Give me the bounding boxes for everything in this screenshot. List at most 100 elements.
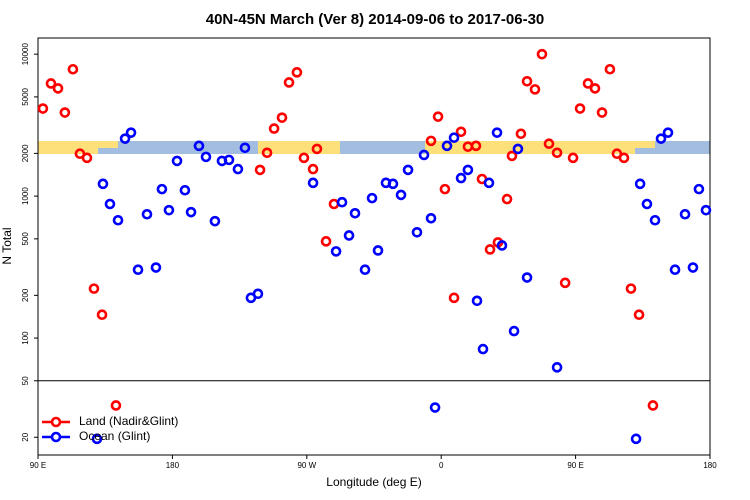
- point: [96, 309, 108, 321]
- point: [91, 433, 103, 445]
- point: [349, 207, 361, 219]
- point: [425, 212, 437, 224]
- point: [239, 142, 251, 154]
- point: [141, 208, 153, 220]
- point: [432, 111, 444, 122]
- point: [521, 75, 533, 87]
- point: [649, 214, 661, 226]
- y-tick-label: 50: [21, 376, 30, 385]
- point: [291, 67, 303, 78]
- point: [455, 172, 467, 184]
- point: [387, 178, 399, 190]
- chart-title: 40N-45N March (Ver 8) 2014-09-06 to 2017…: [206, 11, 545, 28]
- y-tick-label: 1000: [21, 187, 30, 205]
- point: [687, 262, 699, 273]
- point: [311, 143, 323, 155]
- point: [439, 183, 451, 195]
- point: [574, 103, 586, 114]
- point: [81, 152, 93, 164]
- point: [45, 78, 57, 89]
- point: [589, 83, 601, 94]
- point: [307, 177, 319, 189]
- point: [150, 262, 162, 273]
- point: [543, 138, 555, 150]
- point: [88, 283, 100, 294]
- point: [372, 245, 384, 256]
- point: [209, 215, 221, 227]
- point: [283, 77, 295, 88]
- y-tick-label: 200: [21, 288, 30, 302]
- point: [700, 204, 712, 216]
- legend-label: Land (Nadir&Glint): [79, 414, 178, 428]
- point: [641, 198, 653, 210]
- point: [662, 127, 674, 138]
- point: [112, 214, 124, 226]
- point: [462, 164, 474, 176]
- point: [521, 272, 533, 283]
- point: [647, 400, 659, 411]
- y-tick-label: 100: [21, 331, 30, 345]
- legend-marker: [50, 416, 62, 428]
- point: [171, 155, 183, 167]
- point: [104, 198, 116, 210]
- x-tick-label: 90 E: [30, 461, 46, 470]
- point: [551, 147, 563, 159]
- point: [425, 135, 437, 147]
- point: [529, 84, 541, 95]
- point: [366, 192, 378, 204]
- point: [470, 140, 482, 152]
- land-strip: [98, 141, 118, 148]
- point: [163, 204, 175, 216]
- point: [252, 288, 264, 300]
- point: [97, 178, 109, 190]
- x-tick-label: 180: [166, 461, 180, 470]
- legend-marker: [50, 431, 62, 443]
- point: [402, 164, 414, 176]
- point: [551, 362, 563, 373]
- point: [669, 264, 681, 276]
- point: [630, 433, 642, 445]
- point: [395, 189, 407, 201]
- point: [448, 132, 460, 143]
- plot-frame: [37, 37, 711, 456]
- point: [455, 126, 467, 138]
- point: [52, 83, 64, 94]
- point: [328, 198, 340, 210]
- point: [515, 128, 527, 140]
- x-tick-label: 0: [439, 461, 444, 470]
- point: [418, 149, 430, 161]
- point: [634, 178, 646, 190]
- land-ocean-strip: [38, 141, 710, 154]
- point: [604, 63, 616, 75]
- point: [223, 154, 235, 166]
- point: [320, 236, 332, 247]
- point: [359, 264, 371, 276]
- x-tick-label: 90 W: [297, 461, 316, 470]
- point: [268, 123, 280, 134]
- point: [559, 277, 571, 289]
- point: [582, 78, 594, 89]
- y-tick-label: 5000: [21, 87, 30, 105]
- x-tick-label: 90 E: [567, 461, 583, 470]
- point: [506, 150, 518, 162]
- point: [336, 196, 348, 208]
- point: [307, 163, 319, 175]
- point: [484, 244, 496, 255]
- point: [200, 151, 212, 163]
- point: [67, 63, 79, 75]
- point: [110, 400, 122, 411]
- point: [477, 343, 489, 355]
- point: [429, 402, 441, 413]
- point: [119, 133, 131, 144]
- y-tick-label: 2000: [21, 144, 30, 162]
- point: [508, 325, 520, 337]
- land-strip: [38, 141, 98, 154]
- point: [125, 127, 137, 138]
- point: [298, 152, 310, 164]
- point: [156, 183, 168, 195]
- y-tick-label: 10000: [21, 43, 30, 66]
- y-tick-label: 20: [21, 432, 30, 441]
- point: [618, 152, 630, 164]
- point: [343, 230, 355, 241]
